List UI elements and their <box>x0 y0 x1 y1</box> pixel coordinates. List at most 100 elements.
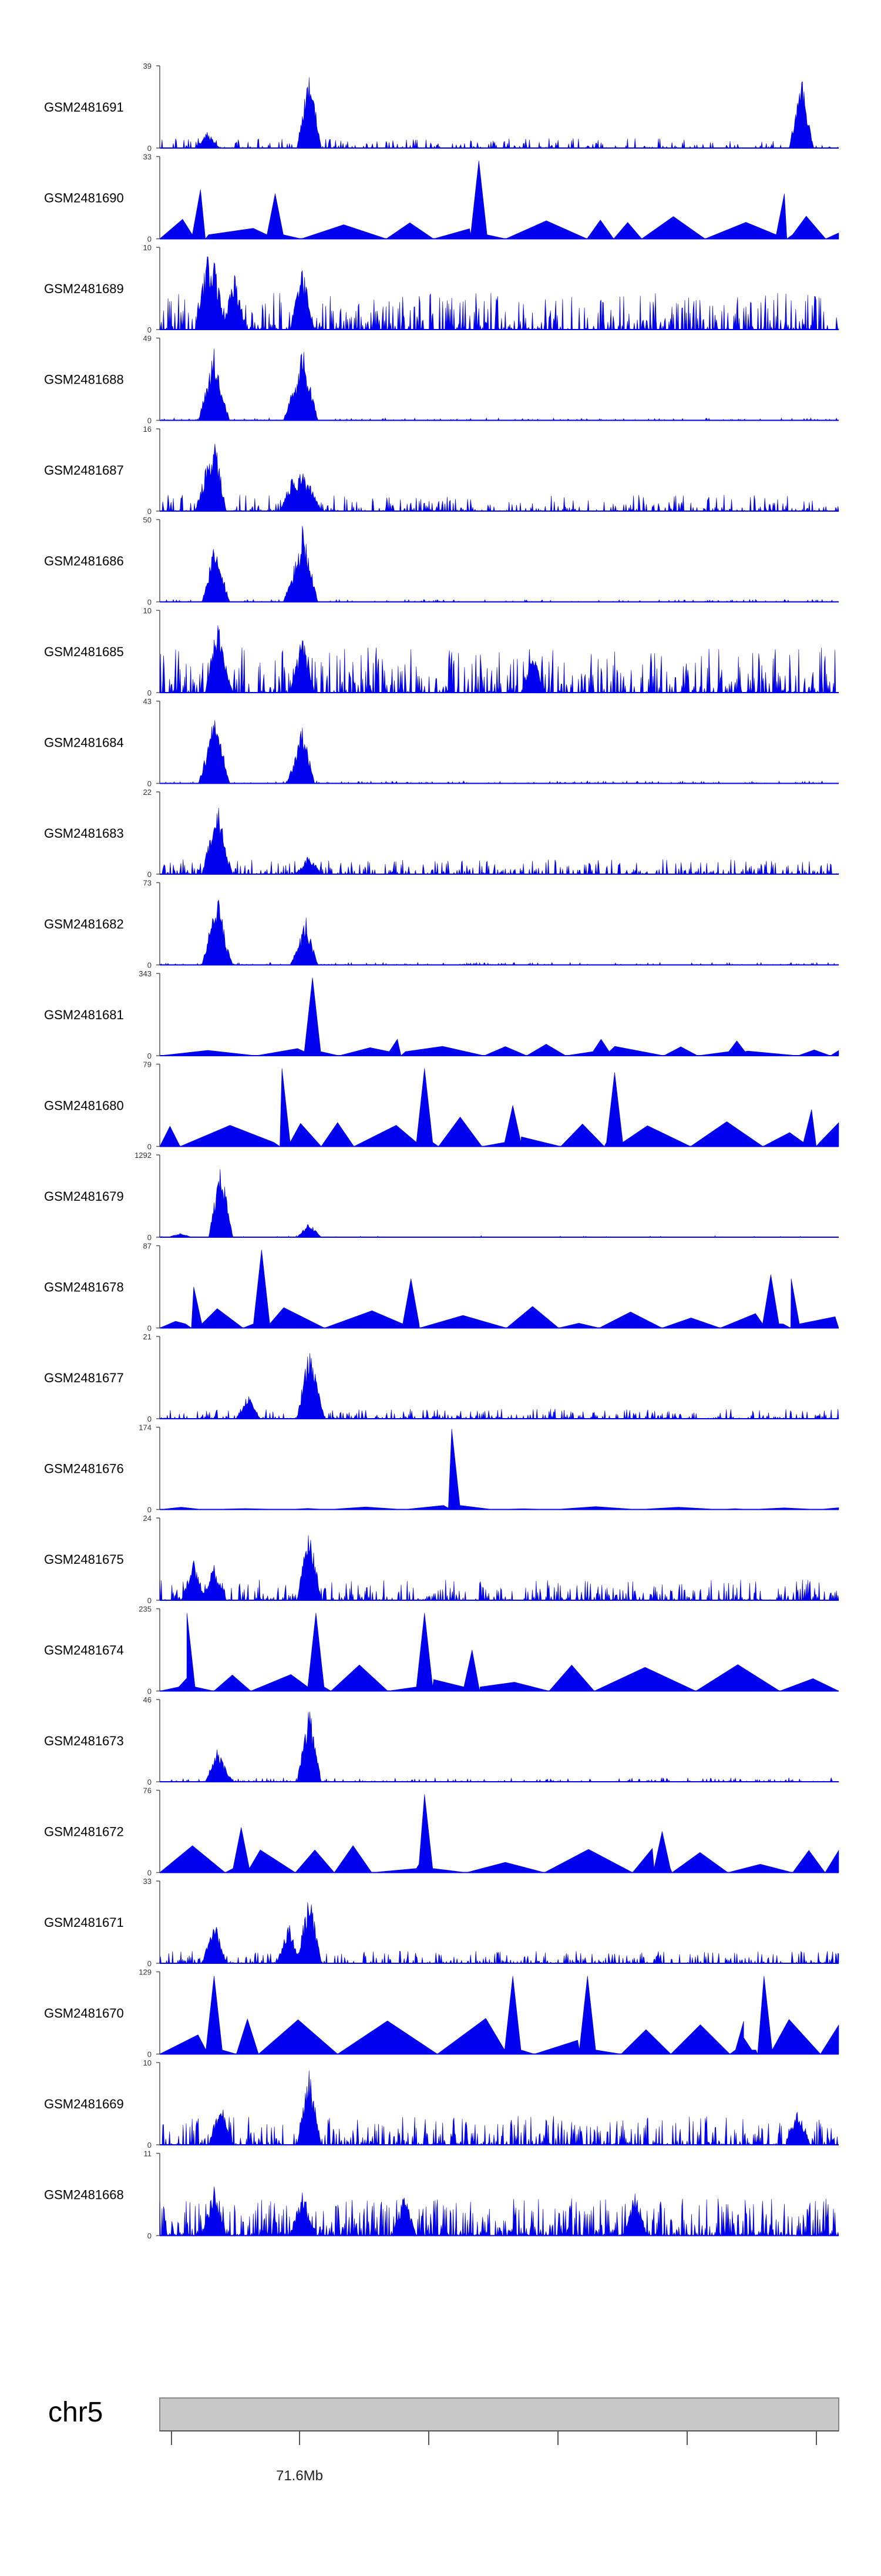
track-label: GSM2481674 <box>44 1643 124 1658</box>
coverage-area <box>160 444 839 512</box>
y-max-label: 50 <box>143 516 152 525</box>
track-label: GSM2481678 <box>44 1280 124 1295</box>
y-max-label: 46 <box>143 1695 152 1704</box>
track-label: GSM2481679 <box>44 1189 124 1204</box>
y-max-label: 11 <box>144 2150 152 2158</box>
y-max-label: 73 <box>143 879 152 888</box>
y-max-label: 235 <box>139 1605 152 1614</box>
coverage-area <box>159 256 839 331</box>
y-min-label: 0 <box>147 780 152 788</box>
y-max-label: 10 <box>143 243 152 252</box>
y-min-label: 0 <box>147 1143 152 1151</box>
track-GSM2481687: GSM2481687 16 0 <box>44 425 839 516</box>
coverage-area <box>160 807 839 875</box>
coverage-area <box>159 1429 839 1510</box>
y-min-label: 0 <box>147 2141 152 2150</box>
y-min-label: 0 <box>147 1596 152 1605</box>
y-max-label: 76 <box>143 1786 152 1795</box>
track-GSM2481686: GSM2481686 50 0 <box>44 516 839 607</box>
track-label: GSM2481688 <box>44 372 124 387</box>
y-min-label: 0 <box>147 1687 152 1696</box>
track-GSM2481668: GSM2481668 11 0 <box>44 2150 839 2241</box>
track-label: GSM2481671 <box>44 1915 124 1930</box>
y-min-label: 0 <box>147 1324 152 1333</box>
track-GSM2481680: GSM2481680 79 0 <box>44 1060 839 1151</box>
track-label: GSM2481683 <box>44 826 124 841</box>
y-min-label: 0 <box>147 144 152 153</box>
coverage-area <box>159 1250 839 1329</box>
y-max-label: 16 <box>143 425 152 434</box>
y-max-label: 22 <box>143 788 152 797</box>
coverage-area <box>159 977 839 1056</box>
track-label: GSM2481672 <box>44 1825 124 1839</box>
track-GSM2481672: GSM2481672 76 0 <box>44 1786 839 1878</box>
chromosome-ideogram <box>159 2397 839 2431</box>
track-label: GSM2481673 <box>44 1734 124 1748</box>
y-max-label: 343 <box>139 969 152 978</box>
coverage-area <box>160 526 839 603</box>
track-label: GSM2481691 <box>44 100 124 115</box>
y-max-label: 33 <box>143 1877 152 1886</box>
y-min-label: 0 <box>147 417 152 425</box>
coverage-area <box>159 1068 839 1147</box>
track-GSM2481675: GSM2481675 24 0 <box>44 1514 839 1605</box>
track-GSM2481681: GSM2481681 343 0 <box>44 969 839 1060</box>
y-max-label: 24 <box>143 1514 152 1523</box>
track-label: GSM2481668 <box>44 2188 124 2202</box>
y-max-label: 174 <box>139 1423 152 1432</box>
track-label: GSM2481689 <box>44 281 124 296</box>
y-min-label: 0 <box>147 598 152 607</box>
track-GSM2481671: GSM2481671 33 0 <box>44 1877 839 1968</box>
coverage-area <box>159 625 839 694</box>
track-label: GSM2481687 <box>44 463 124 478</box>
track-label: GSM2481690 <box>44 191 124 206</box>
track-GSM2481690: GSM2481690 33 0 <box>44 153 839 244</box>
y-min-label: 0 <box>147 507 152 516</box>
y-min-label: 0 <box>147 2232 152 2241</box>
y-max-label: 129 <box>139 1968 152 1977</box>
y-max-label: 10 <box>143 606 152 615</box>
coverage-area <box>159 1353 839 1420</box>
y-min-label: 0 <box>147 325 152 334</box>
y-min-label: 0 <box>147 235 152 244</box>
track-label: GSM2481684 <box>44 735 124 750</box>
coverage-area <box>159 1794 839 1873</box>
coverage-area <box>159 2187 839 2236</box>
track-GSM2481670: GSM2481670 129 0 <box>44 1968 839 2059</box>
coverage-area <box>159 160 839 240</box>
track-label: GSM2481682 <box>44 917 124 932</box>
coverage-area <box>159 1976 839 2055</box>
genome-axis <box>160 2430 839 2445</box>
y-min-label: 0 <box>147 2050 152 2059</box>
y-min-label: 0 <box>147 870 152 879</box>
coverage-area <box>159 1169 839 1238</box>
coverage-area <box>159 1613 839 1691</box>
track-label: GSM2481685 <box>44 644 124 659</box>
track-GSM2481669: GSM2481669 10 0 <box>44 2058 839 2150</box>
track-GSM2481682: GSM2481682 73 0 <box>44 879 839 970</box>
track-GSM2481685: GSM2481685 10 0 <box>44 606 839 697</box>
track-label: GSM2481681 <box>44 1007 124 1022</box>
coverage-area <box>160 1711 840 1782</box>
track-label: GSM2481669 <box>44 2097 124 2111</box>
track-GSM2481674: GSM2481674 235 0 <box>44 1605 839 1696</box>
coverage-area <box>159 899 839 966</box>
coverage-area <box>160 720 839 784</box>
y-min-label: 0 <box>147 688 152 697</box>
track-label: GSM2481670 <box>44 2006 124 2021</box>
y-max-label: 1292 <box>134 1151 152 1160</box>
y-min-label: 0 <box>147 1415 152 1423</box>
track-GSM2481679: GSM2481679 1292 0 <box>44 1151 839 1242</box>
genome-axis-tick-label: 71.6Mb <box>276 2468 323 2484</box>
y-min-label: 0 <box>147 1959 152 1968</box>
y-max-label: 21 <box>143 1332 152 1341</box>
track-GSM2481683: GSM2481683 22 0 <box>44 788 839 879</box>
y-min-label: 0 <box>147 961 152 970</box>
track-GSM2481688: GSM2481688 49 0 <box>44 334 839 425</box>
track-GSM2481677: GSM2481677 21 0 <box>44 1332 839 1423</box>
track-GSM2481678: GSM2481678 87 0 <box>44 1242 839 1333</box>
coverage-area <box>159 77 839 149</box>
y-min-label: 0 <box>147 1778 152 1786</box>
